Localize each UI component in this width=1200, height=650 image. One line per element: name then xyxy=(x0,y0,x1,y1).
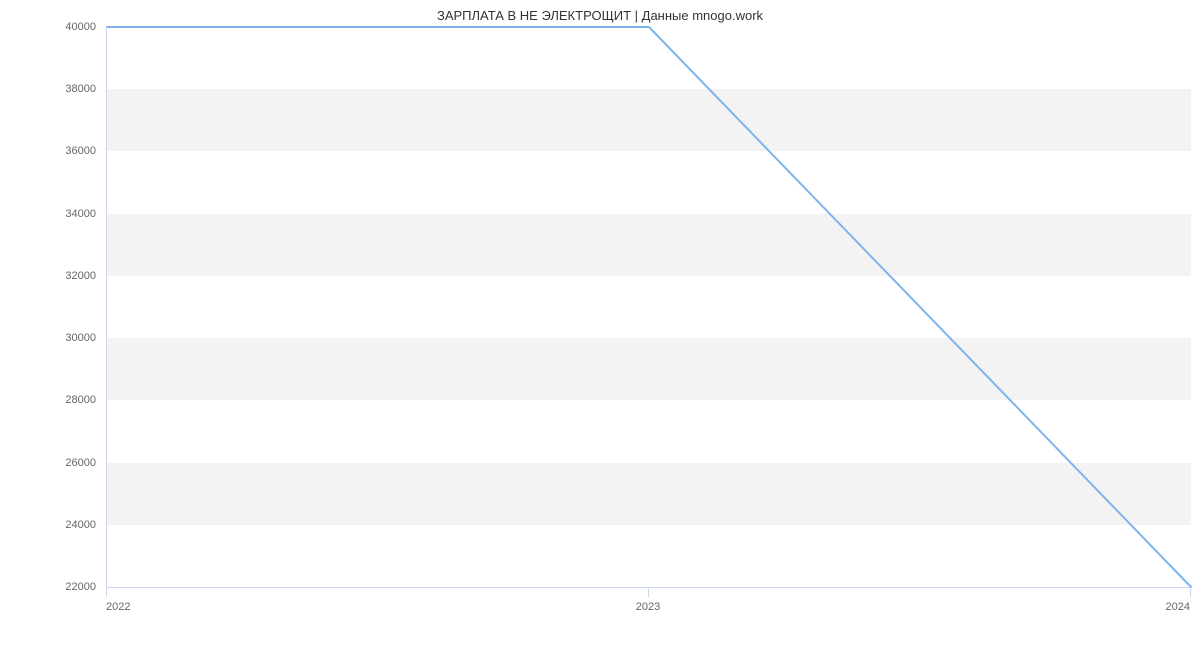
x-axis-tick-mark xyxy=(648,587,649,597)
y-axis-tick-label: 38000 xyxy=(46,83,96,95)
line-chart: ЗАРПЛАТА В НЕ ЭЛЕКТРОЩИТ | Данные mnogo.… xyxy=(0,0,1200,650)
x-axis-tick-label: 2023 xyxy=(636,601,660,613)
chart-line-layer xyxy=(107,27,1191,587)
y-axis-tick-label: 30000 xyxy=(46,332,96,344)
y-axis-tick-label: 36000 xyxy=(46,145,96,157)
x-axis-tick-label: 2022 xyxy=(106,601,130,613)
series-line xyxy=(107,27,1191,587)
x-axis-tick-label: 2024 xyxy=(1166,601,1190,613)
y-axis-tick-label: 34000 xyxy=(46,208,96,220)
y-axis-tick-label: 28000 xyxy=(46,394,96,406)
x-axis-tick-mark xyxy=(106,587,107,597)
plot-area xyxy=(106,27,1191,588)
chart-title: ЗАРПЛАТА В НЕ ЭЛЕКТРОЩИТ | Данные mnogo.… xyxy=(0,8,1200,23)
y-axis-tick-label: 22000 xyxy=(46,581,96,593)
y-axis-tick-label: 40000 xyxy=(46,21,96,33)
y-axis-tick-label: 26000 xyxy=(46,457,96,469)
y-axis-tick-label: 24000 xyxy=(46,519,96,531)
x-axis-tick-mark xyxy=(1190,587,1191,597)
y-axis-tick-label: 32000 xyxy=(46,270,96,282)
